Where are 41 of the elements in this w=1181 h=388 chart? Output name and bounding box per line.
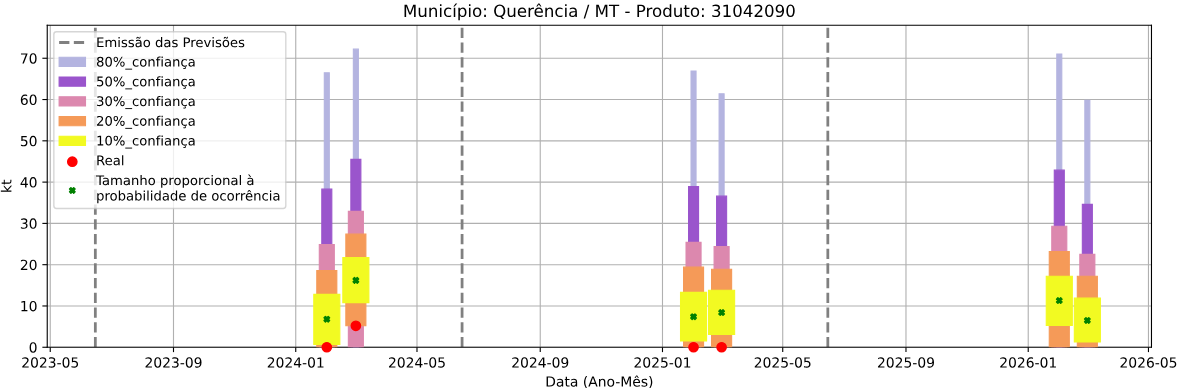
bar — [313, 293, 341, 345]
x-axis-title: Data (Ano-Mês) — [546, 375, 653, 388]
x-tick-label: 2024-09 — [512, 357, 569, 368]
legend-label: Real — [97, 155, 124, 166]
legend-label: 80%_confiança — [96, 56, 195, 70]
y-axis-title: kt — [0, 179, 12, 192]
y-tick-label: 70 — [20, 53, 37, 64]
legend-label: 20%_confiança — [97, 115, 195, 129]
legend-label: 50%_confiança — [97, 76, 195, 90]
y-tick-label: 40 — [20, 177, 37, 188]
bar — [342, 257, 370, 304]
y-tick-label: 10 — [21, 300, 37, 312]
y-tick-label: 20 — [20, 259, 37, 271]
y-tick-label: 30 — [20, 218, 37, 229]
point — [1083, 316, 1091, 324]
point — [350, 320, 362, 332]
point — [352, 276, 360, 284]
x-tick-label: 2023-05 — [22, 357, 79, 368]
x-tick-label: 2025-05 — [754, 357, 811, 368]
y-tick-label: 60 — [20, 94, 37, 106]
point — [690, 313, 698, 321]
legend-label: Tamanho proporcional à probabilidade de ocorrência — [96, 174, 280, 204]
point — [718, 309, 726, 317]
point — [321, 341, 333, 353]
x-tick-label: 2024-01 — [267, 357, 324, 368]
x-tick-label: 2024-05 — [388, 357, 445, 368]
legend-label: 30%_confiança — [97, 95, 195, 110]
point — [323, 315, 331, 323]
point — [688, 341, 699, 353]
x-tick-label: 2023-09 — [145, 357, 202, 368]
point — [1055, 297, 1063, 305]
point — [716, 341, 727, 353]
chart-title: Município: Querência / MT - Produto: 31042090 — [404, 3, 795, 21]
x-tick-label: 2026-01 — [1000, 357, 1056, 368]
y-tick-label: 50 — [20, 135, 37, 147]
ref-line-label: Emissão das Previsões — [97, 36, 245, 48]
x-tick-label: 2026-05 — [1120, 357, 1177, 368]
y-tick-label: 0 — [29, 342, 37, 353]
x-tick-label: 2025-09 — [877, 357, 935, 368]
x-tick-label: 2025-01 — [634, 357, 691, 368]
legend-label: 10%_confiança — [97, 135, 195, 149]
